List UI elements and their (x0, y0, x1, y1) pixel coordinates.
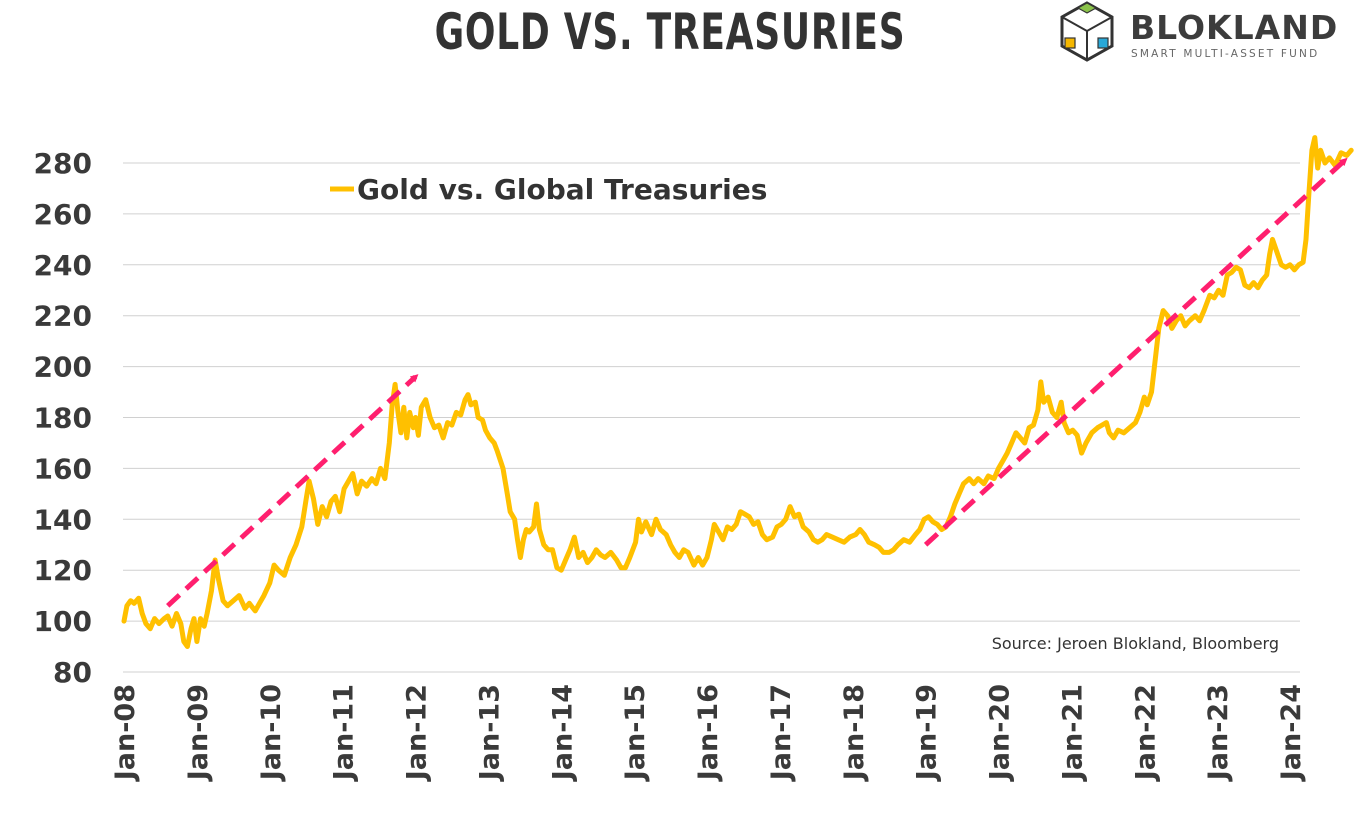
x-tick-label: Jan-08 (110, 684, 141, 782)
brand-tagline: SMART MULTI-ASSET FUND (1131, 48, 1320, 60)
y-tick-label: 220 (34, 300, 92, 333)
x-tick-label: Jan-13 (474, 684, 505, 782)
grid-lines (123, 162, 1300, 673)
x-tick-label: Jan-21 (1057, 684, 1088, 782)
x-tick-label: Jan-19 (912, 684, 943, 782)
x-tick-label: Jan-17 (766, 684, 797, 782)
series-line-gold-vs-global-treasuries (121, 135, 1354, 649)
x-tick-label: Jan-10 (256, 684, 287, 782)
y-tick-label: 240 (34, 249, 92, 282)
trend-arrow (166, 374, 419, 608)
y-axis: 80 100 120 140 160 180 200 220 240 260 280 (34, 147, 92, 689)
x-tick-label: Jan-16 (693, 684, 724, 782)
cube-logo-icon (1060, 1, 1114, 62)
x-axis: Jan-08 Jan-09 Jan-10 Jan-11 Jan-12 Jan-13 Jan-… (110, 684, 1307, 782)
y-tick-label: 160 (34, 452, 92, 485)
y-tick-label: 80 (53, 656, 92, 689)
x-tick-label: Jan-23 (1203, 684, 1234, 782)
x-tick-label: Jan-09 (183, 684, 214, 782)
x-tick-label: Jan-12 (402, 684, 433, 782)
y-tick-label: 120 (34, 554, 92, 587)
y-tick-label: 180 (34, 402, 92, 435)
y-tick-label: 280 (34, 147, 92, 180)
x-tick-label: Jan-15 (620, 684, 651, 782)
y-tick-label: 200 (34, 351, 92, 384)
x-tick-label: Jan-14 (547, 684, 578, 782)
brand-logo: BLOKLAND SMART MULTI-ASSET FUND (1056, 0, 1355, 66)
trend-arrows (166, 157, 1348, 608)
x-tick-label: Jan-24 (1276, 684, 1307, 782)
legend-label: Gold vs. Global Treasuries (357, 173, 767, 206)
y-tick-label: 140 (34, 503, 92, 536)
x-tick-label: Jan-18 (839, 684, 870, 782)
page-title: GOLD VS. TREASURIES (434, 3, 906, 61)
x-tick-label: Jan-20 (985, 684, 1016, 782)
y-tick-label: 100 (34, 605, 92, 638)
source-note: Source: Jeroen Blokland, Bloomberg (992, 634, 1279, 653)
brand-name: BLOKLAND (1130, 8, 1339, 47)
x-tick-label: Jan-22 (1130, 684, 1161, 782)
y-tick-label: 260 (34, 198, 92, 231)
x-tick-label: Jan-11 (329, 684, 360, 782)
trend-arrow (923, 157, 1348, 547)
